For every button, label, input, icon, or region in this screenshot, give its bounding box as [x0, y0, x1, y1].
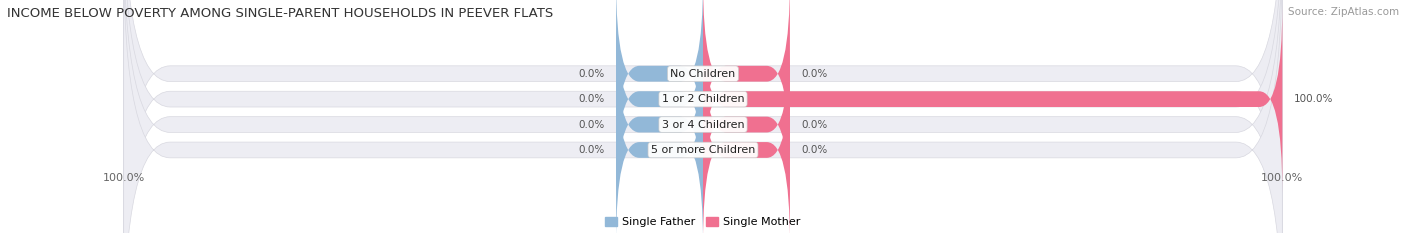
Text: 100.0%: 100.0%: [1294, 94, 1333, 104]
FancyBboxPatch shape: [124, 0, 1282, 233]
FancyBboxPatch shape: [703, 5, 1282, 193]
Legend: Single Father, Single Mother: Single Father, Single Mother: [600, 212, 806, 232]
Text: 0.0%: 0.0%: [801, 69, 828, 79]
FancyBboxPatch shape: [616, 31, 703, 218]
Text: 0.0%: 0.0%: [578, 145, 605, 155]
Text: No Children: No Children: [671, 69, 735, 79]
Text: 1 or 2 Children: 1 or 2 Children: [662, 94, 744, 104]
Text: 5 or more Children: 5 or more Children: [651, 145, 755, 155]
Text: 0.0%: 0.0%: [801, 120, 828, 130]
Text: 0.0%: 0.0%: [578, 94, 605, 104]
Text: 0.0%: 0.0%: [578, 120, 605, 130]
FancyBboxPatch shape: [703, 0, 790, 168]
FancyBboxPatch shape: [124, 0, 1282, 233]
Text: Source: ZipAtlas.com: Source: ZipAtlas.com: [1288, 7, 1399, 17]
FancyBboxPatch shape: [616, 0, 703, 168]
FancyBboxPatch shape: [124, 0, 1282, 233]
Text: INCOME BELOW POVERTY AMONG SINGLE-PARENT HOUSEHOLDS IN PEEVER FLATS: INCOME BELOW POVERTY AMONG SINGLE-PARENT…: [7, 7, 554, 20]
Text: 0.0%: 0.0%: [578, 69, 605, 79]
FancyBboxPatch shape: [703, 56, 790, 233]
Text: 3 or 4 Children: 3 or 4 Children: [662, 120, 744, 130]
FancyBboxPatch shape: [616, 5, 703, 193]
FancyBboxPatch shape: [703, 31, 790, 218]
FancyBboxPatch shape: [124, 0, 1282, 233]
Text: 0.0%: 0.0%: [801, 145, 828, 155]
FancyBboxPatch shape: [616, 56, 703, 233]
